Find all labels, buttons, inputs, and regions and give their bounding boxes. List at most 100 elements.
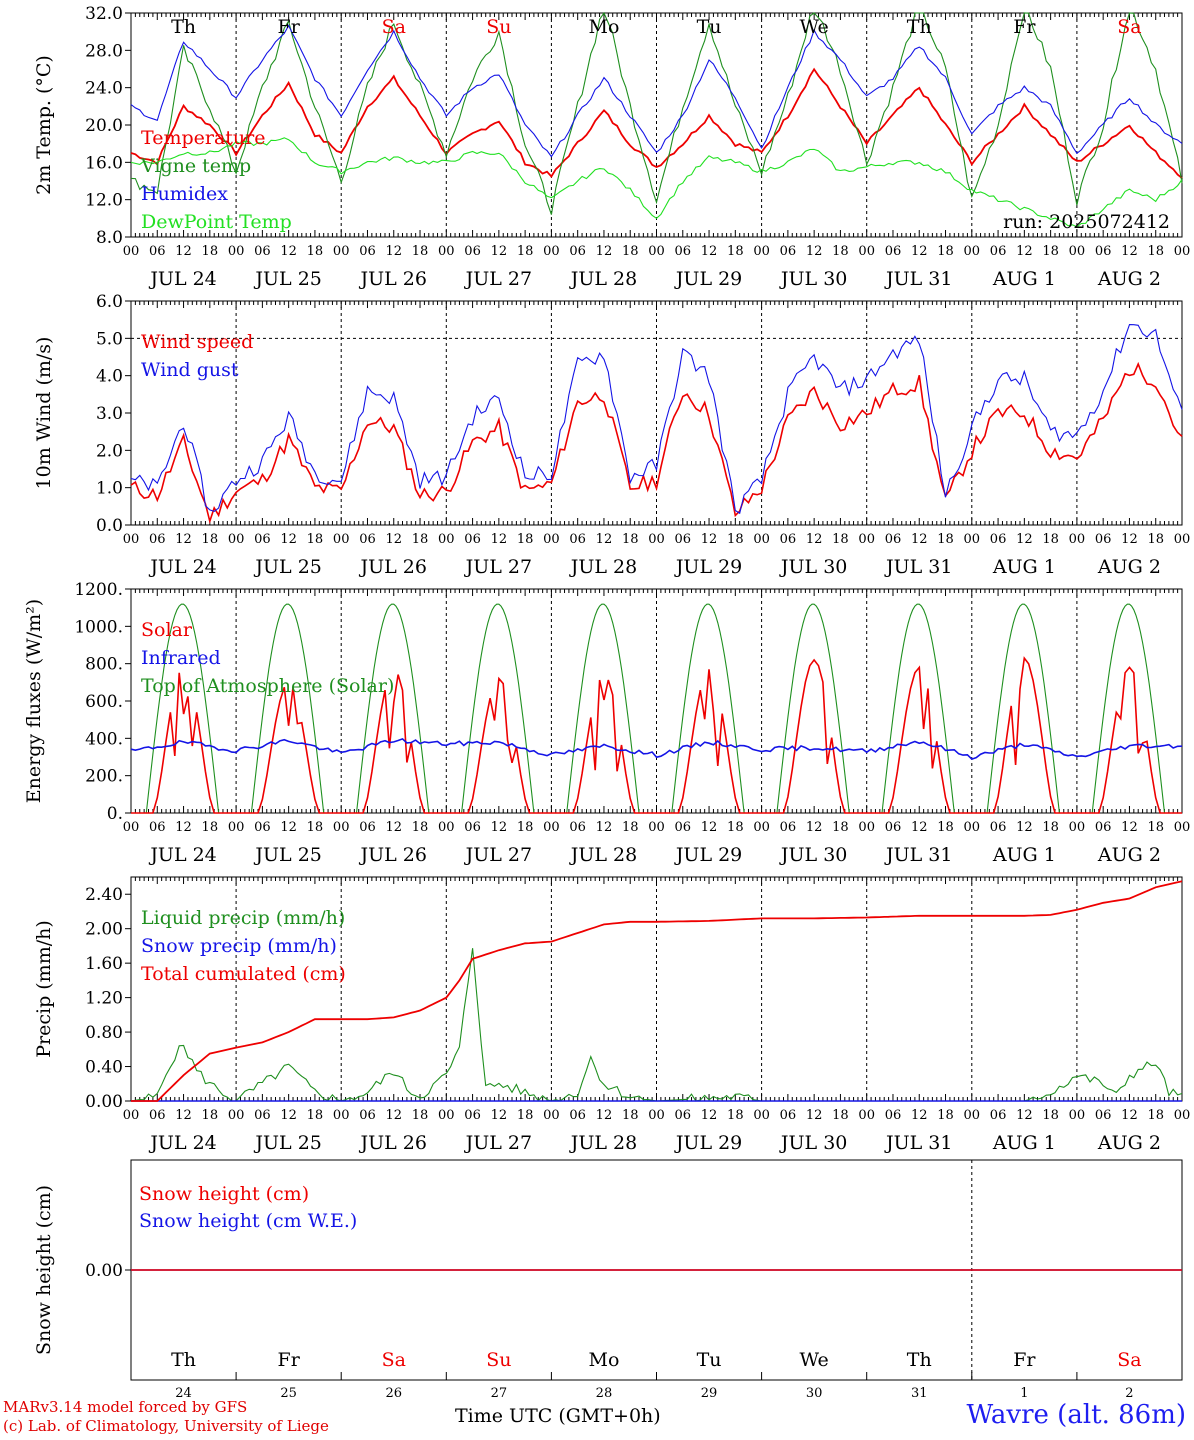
hour-label: 00 [964, 532, 981, 547]
hour-label: 06 [464, 1108, 481, 1123]
hour-label: 00 [858, 1108, 875, 1123]
hour-label: 00 [1069, 244, 1086, 259]
day-number-label: 30 [806, 1386, 823, 1401]
y-tick-label: 0.00 [85, 1261, 123, 1281]
panel-1: 00 06 12 18 00 06 12 18 00 06 12 18 00 06 12 18 00 06 12 18… [33, 4, 1190, 290]
hour-label: 00 [123, 244, 140, 259]
y-axis-label: Snow height (cm) [33, 1185, 55, 1355]
hour-label: 18 [307, 244, 324, 259]
hour-label: 18 [412, 820, 429, 835]
hour-label: 18 [1042, 244, 1059, 259]
hour-label: 12 [701, 820, 718, 835]
series-wind-speed [130, 361, 1183, 525]
hour-label: 00 [333, 820, 350, 835]
y-tick-label: 2.40 [85, 885, 123, 905]
hour-label: 06 [464, 820, 481, 835]
hour-label: 18 [517, 532, 534, 547]
y-tick-label: 16.0 [85, 153, 123, 173]
y-tick-label: 1.60 [85, 954, 123, 974]
hour-label: 18 [622, 1108, 639, 1123]
y-tick-label: 32.0 [85, 4, 123, 24]
hour-label: 06 [464, 244, 481, 259]
date-label: JUL 29 [674, 1132, 742, 1154]
hour-label: 06 [149, 244, 166, 259]
date-label: AUG 2 [1097, 844, 1161, 866]
series-infrared [130, 737, 1183, 761]
hour-label: 18 [412, 1108, 429, 1123]
hour-label: 18 [937, 820, 954, 835]
hour-label: 06 [254, 244, 271, 259]
y-tick-label: 4.0 [96, 367, 123, 387]
hour-label: 00 [1174, 820, 1191, 835]
hour-label: 06 [464, 532, 481, 547]
hour-label: 12 [280, 532, 297, 547]
hour-label: 12 [806, 1108, 823, 1123]
date-label: JUL 29 [674, 844, 742, 866]
hour-label: 18 [517, 244, 534, 259]
hour-label: 00 [858, 532, 875, 547]
time-axis-label: Time UTC (GMT+0h) [455, 1405, 661, 1427]
y-tick-label: 2.0 [96, 441, 123, 461]
date-label: JUL 31 [884, 556, 952, 578]
day-number-label: 25 [280, 1386, 297, 1401]
hour-label: 18 [202, 532, 219, 547]
hour-label: 00 [648, 1108, 665, 1123]
date-label: JUL 29 [674, 268, 742, 290]
legend-snow-precip-mm-h-: Snow precip (mm/h) [141, 935, 337, 957]
hour-label: 06 [990, 1108, 1007, 1123]
hour-label: 00 [1069, 532, 1086, 547]
hour-label: 06 [990, 820, 1007, 835]
date-label: JUL 30 [779, 268, 847, 290]
date-label: JUL 26 [359, 556, 427, 578]
hour-label: 06 [885, 820, 902, 835]
weekday-label: Sa [1117, 16, 1141, 38]
hour-label: 12 [491, 244, 508, 259]
hour-label: 12 [806, 820, 823, 835]
hour-label: 12 [701, 244, 718, 259]
date-label: AUG 1 [992, 556, 1056, 578]
hour-label: 06 [359, 244, 376, 259]
hour-label: 18 [937, 1108, 954, 1123]
y-tick-label: 200. [85, 767, 123, 787]
series-dewpoint-temp [130, 137, 1183, 228]
weekday-label: We [800, 16, 829, 38]
footer-credits: MARv3.14 model forced by GFS (c) Lab. of… [3, 1398, 329, 1436]
hour-label: 00 [648, 532, 665, 547]
weekday-label: Tu [697, 1349, 722, 1371]
date-label: JUL 30 [779, 1132, 847, 1154]
hour-label: 12 [1016, 820, 1033, 835]
date-label: JUL 24 [148, 1132, 216, 1154]
hour-label: 18 [307, 1108, 324, 1123]
hour-label: 06 [149, 820, 166, 835]
y-tick-label: 28.0 [85, 41, 123, 61]
hour-label: 00 [964, 820, 981, 835]
hour-label: 18 [727, 244, 744, 259]
series-humidex [130, 24, 1183, 158]
hour-label: 00 [1174, 1108, 1191, 1123]
y-tick-label: 1200. [74, 580, 123, 600]
hour-label: 00 [123, 532, 140, 547]
date-label: JUL 31 [884, 1132, 952, 1154]
date-label: JUL 25 [253, 268, 321, 290]
legend-wind-gust: Wind gust [141, 359, 239, 381]
date-label: JUL 30 [779, 556, 847, 578]
y-tick-label: 0. [107, 804, 123, 824]
hour-label: 12 [596, 820, 613, 835]
date-label: JUL 29 [674, 556, 742, 578]
series-solar [131, 656, 1182, 814]
weekday-label: Fr [1013, 16, 1036, 38]
hour-label: 18 [1042, 1108, 1059, 1123]
hour-label: 12 [911, 820, 928, 835]
hour-label: 06 [1095, 532, 1112, 547]
day-number-label: 27 [491, 1386, 508, 1401]
hour-label: 18 [937, 532, 954, 547]
y-tick-label: 5.0 [96, 329, 123, 349]
hour-label: 12 [175, 1108, 192, 1123]
hour-label: 18 [1147, 532, 1164, 547]
day-number-label: 2 [1125, 1386, 1133, 1401]
hour-label: 12 [911, 1108, 928, 1123]
weekday-label: Th [171, 16, 196, 38]
hour-label: 00 [543, 532, 560, 547]
hour-label: 18 [622, 244, 639, 259]
date-label: JUL 25 [253, 1132, 321, 1154]
